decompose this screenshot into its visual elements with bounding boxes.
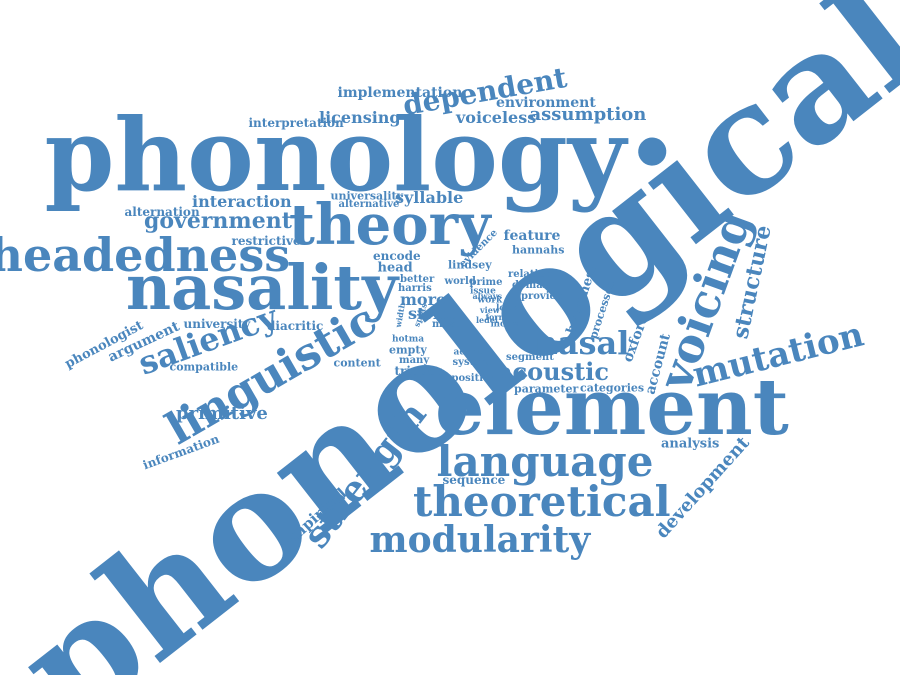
cloud-word-position: position — [451, 373, 497, 384]
cloud-word-government: government — [144, 208, 292, 234]
cloud-word-provide: provide — [521, 291, 563, 302]
cloud-word-diacritic: diacritic — [267, 319, 324, 333]
cloud-word-model: model — [490, 319, 522, 330]
cloud-word-relation: relation — [508, 269, 553, 280]
cloud-word-compatible: compatible — [169, 360, 239, 374]
cloud-word-university: university — [183, 317, 251, 331]
cloud-word-assumption: assumption — [529, 104, 647, 125]
cloud-word-better: better — [400, 274, 435, 285]
cloud-word-empty: empty — [389, 343, 427, 357]
cloud-word-primitive: primitive — [176, 403, 268, 424]
cloud-word-element: element — [435, 362, 789, 453]
cloud-word-feature: feature — [503, 228, 561, 244]
cloud-word-interpretation: interpretation — [248, 116, 344, 130]
cloud-word-adopt: adopt — [453, 347, 483, 358]
cloud-word-more: more — [400, 290, 447, 309]
cloud-word-categories: categories — [580, 381, 645, 395]
cloud-word-theoretical: theoretical — [413, 477, 671, 526]
cloud-word-parameter: parameter — [514, 382, 579, 396]
cloud-word-content: content — [333, 356, 381, 370]
cloud-word-harris: harris — [398, 283, 432, 294]
cloud-word-alternative: alternative — [338, 199, 400, 210]
cloud-word-encode: encode — [373, 249, 421, 263]
cloud-word-work: work — [477, 295, 503, 306]
cloud-word-analysis: analysis — [661, 436, 720, 452]
cloud-word-voiceless: voiceless — [456, 108, 537, 127]
cloud-word-acoustic: acoustic — [497, 357, 609, 386]
cloud-word-interaction: interaction — [192, 192, 292, 211]
cloud-word-alternation: alternation — [124, 205, 200, 219]
cloud-word-nasality: nasality — [126, 251, 399, 324]
cloud-word-phonology: phonology — [44, 96, 626, 214]
cloud-word-ledel: ledel — [476, 315, 498, 325]
cloud-word-head: head — [377, 260, 413, 276]
cloud-word-licensing: licensing — [319, 108, 401, 127]
cloud-word-always: always — [472, 291, 502, 301]
cloud-word-issue: issue — [470, 286, 496, 297]
cloud-word-restrictive: restrictive — [231, 234, 301, 248]
cloud-word-environment: environment — [496, 95, 596, 111]
cloud-word-form: form — [485, 312, 507, 322]
cloud-word-lindsey: lindsey — [448, 258, 492, 272]
cloud-word-language: language — [436, 437, 654, 486]
cloud-word-headedness: headedness — [0, 228, 291, 282]
cloud-word-world: world — [444, 276, 476, 287]
cloud-word-most: most — [432, 319, 460, 330]
cloud-word-strict: strict — [408, 304, 457, 323]
cloud-word-segment: segment — [506, 352, 554, 363]
cloud-word-view: view — [480, 305, 500, 315]
cloud-word-implementation: implementation — [337, 85, 463, 101]
cloud-word-theory: theory — [289, 192, 491, 258]
cloud-word-hotma: hotma — [392, 334, 425, 345]
cloud-word-prime: prime — [469, 277, 503, 288]
cloud-word-many: many — [399, 355, 430, 366]
cloud-word-nasal: nasal — [534, 324, 630, 362]
cloud-word-hannahs: hannahs — [512, 243, 565, 257]
cloud-word-look: look — [496, 303, 518, 314]
cloud-word-syllable: syllable — [395, 188, 464, 207]
cloud-word-domain: domain — [512, 280, 554, 291]
cloud-word-universality: universality — [330, 189, 404, 203]
cloud-word-system: system — [452, 357, 492, 368]
cloud-word-trigger: trigger — [394, 364, 442, 378]
cloud-word-sequence: sequence — [442, 473, 506, 487]
cloud-word-modularity: modularity — [369, 519, 591, 561]
